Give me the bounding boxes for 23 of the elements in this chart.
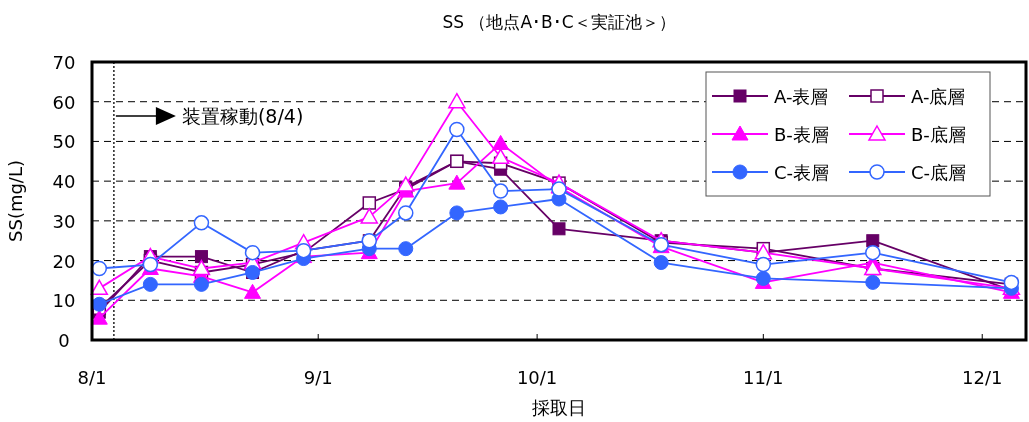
y-tick-label: 30 <box>52 210 76 232</box>
x-tick-label: 8/1 <box>77 367 107 388</box>
legend-label: B-底層 <box>911 124 966 145</box>
y-tick-label: 60 <box>52 91 76 113</box>
y-tick-label: 0 <box>58 330 70 351</box>
y-tick-label: 70 <box>52 52 76 73</box>
y-tick-label: 50 <box>52 131 76 153</box>
x-tick-label: 10/1 <box>516 367 558 388</box>
legend-label: A-底層 <box>911 86 966 107</box>
ref-line-label: 装置稼動(8/4) <box>181 105 304 127</box>
chart-title: SS （地点A･B･C＜実証池＞） <box>442 12 676 32</box>
y-tick-label: 20 <box>52 250 76 272</box>
x-axis-title: 採取日 <box>532 397 586 418</box>
y-tick-label: 10 <box>52 290 76 312</box>
y-tick-label: 40 <box>52 171 76 193</box>
x-tick-label: 12/1 <box>962 367 1003 388</box>
x-tick-label: 11/1 <box>743 367 784 388</box>
legend-label: A-表層 <box>774 86 829 107</box>
y-axis-title: SS(mg/L) <box>5 160 26 242</box>
x-tick-label: 9/1 <box>303 367 333 388</box>
legend-label: B-表層 <box>774 124 829 145</box>
legend-label: C-表層 <box>774 162 830 183</box>
legend-label: C-底層 <box>911 162 967 183</box>
